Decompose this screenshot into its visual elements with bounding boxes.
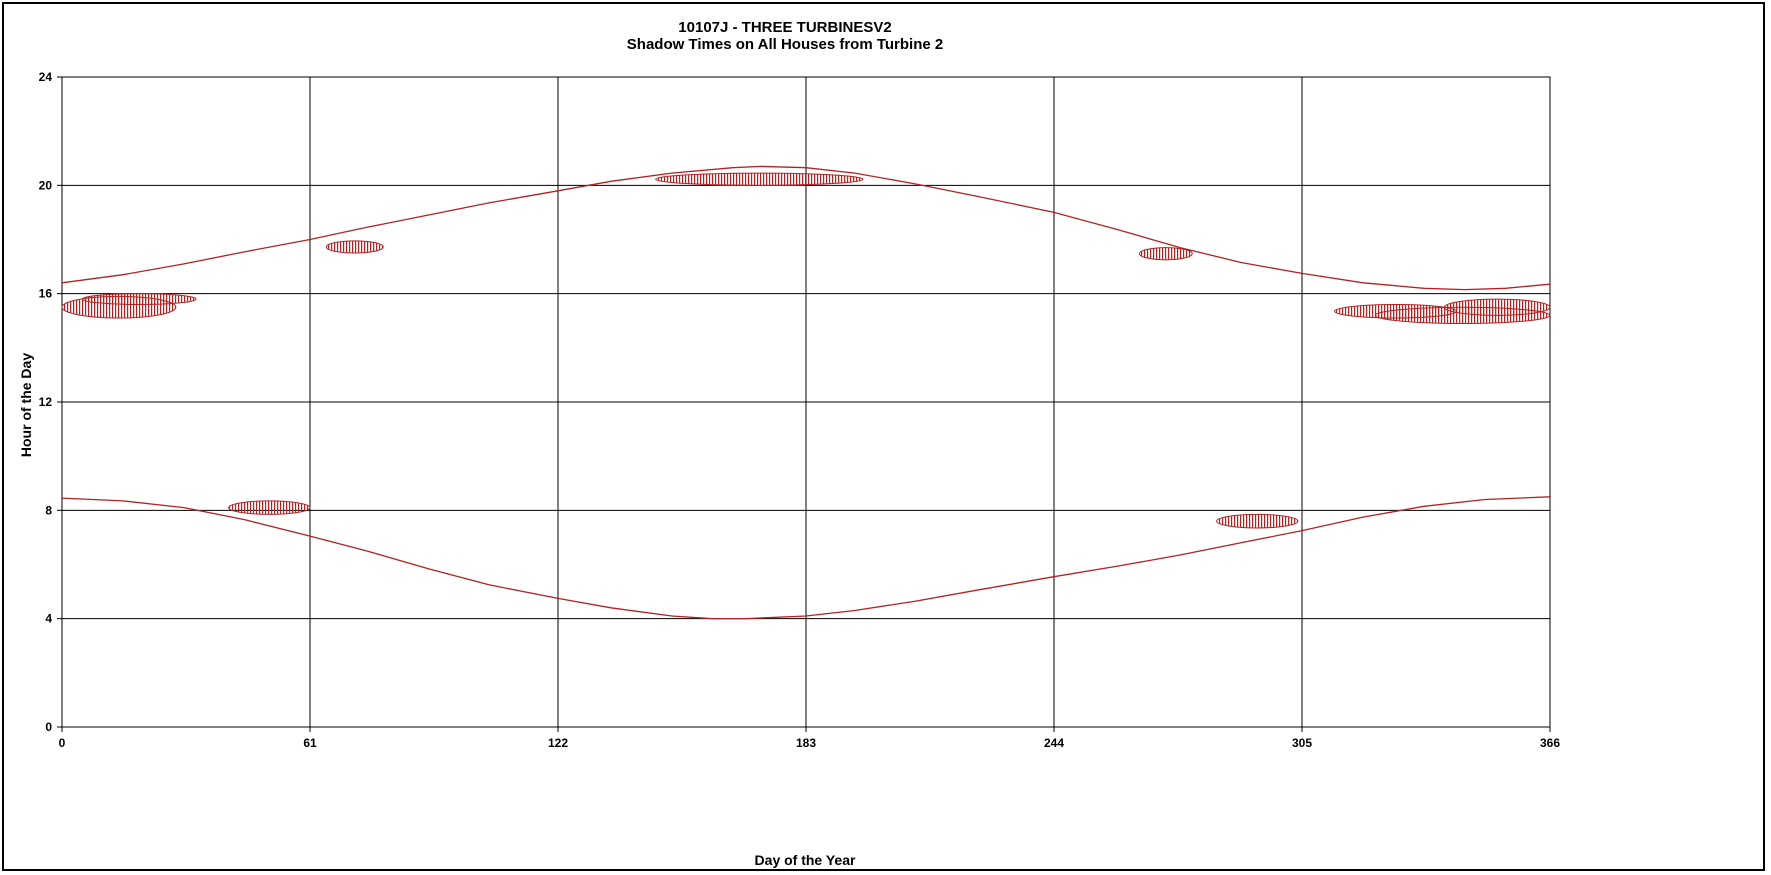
- x-tick-label: 122: [548, 736, 568, 750]
- chart-svg: 10107J - THREE TURBINESV2 Shadow Times o…: [18, 19, 1561, 868]
- shadow-area: [228, 500, 311, 515]
- shadow-area: [655, 172, 864, 186]
- y-tick-label: 4: [45, 612, 52, 626]
- y-tick-label: 20: [39, 178, 53, 192]
- shadow-area: [1138, 247, 1193, 261]
- chart-subtitle: Shadow Times on All Houses from Turbine …: [627, 36, 943, 53]
- x-tick-label: 366: [1540, 736, 1560, 750]
- y-tick-label: 0: [45, 720, 52, 734]
- y-tick-label: 16: [39, 287, 53, 301]
- y-axis-title: Hour of the Day: [18, 353, 34, 457]
- shadow-area: [325, 240, 384, 254]
- x-tick-label: 61: [303, 736, 317, 750]
- sunset-curve: [61, 165, 1551, 291]
- shadow-area-layer: [61, 172, 1551, 529]
- x-tick-label: 0: [59, 736, 66, 750]
- chart-title: 10107J - THREE TURBINESV2: [678, 19, 891, 36]
- shadow-area: [81, 293, 197, 306]
- y-tick-label: 12: [39, 395, 53, 409]
- x-tick-label: 244: [1044, 736, 1064, 750]
- y-tick-label: 24: [39, 70, 53, 84]
- grid-layer: [57, 76, 1551, 732]
- shadow-area: [1443, 298, 1551, 316]
- tick-label-layer: 0 61 122 183 244 305 366 0 4 8 12 16 20 24: [39, 70, 1561, 750]
- x-tick-label: 305: [1292, 736, 1312, 750]
- x-axis-title: Day of the Year: [755, 852, 856, 868]
- y-tick-label: 8: [45, 503, 52, 517]
- curve-layer: [61, 165, 1551, 620]
- sunrise-curve: [61, 496, 1551, 620]
- x-tick-label: 183: [796, 736, 816, 750]
- shadow-area: [1216, 513, 1299, 529]
